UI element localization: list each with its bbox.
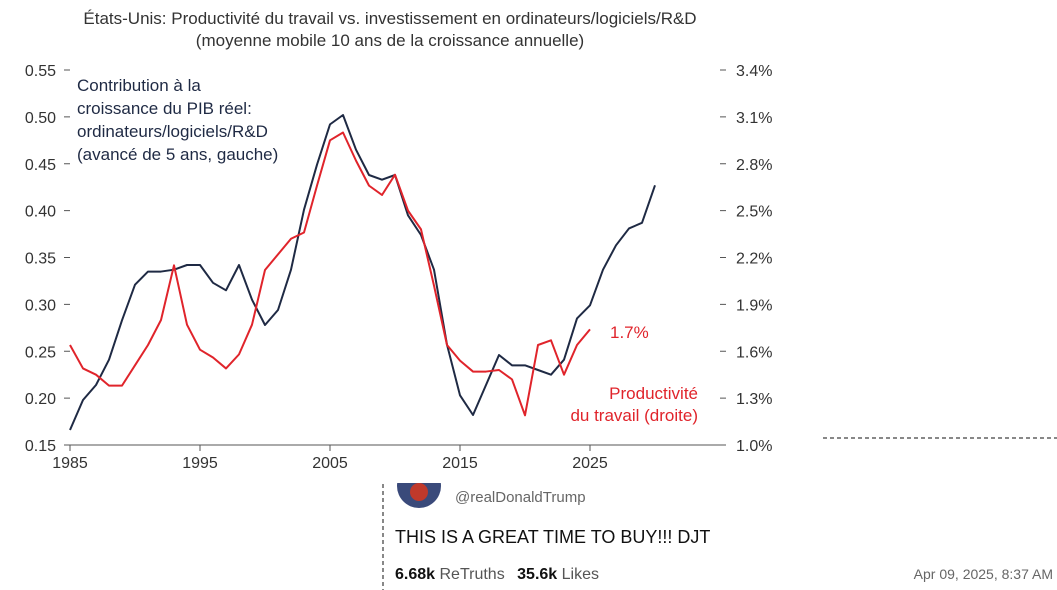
y-tick-label: 0.35 bbox=[25, 251, 56, 268]
y2-tick-label: 1.9% bbox=[736, 297, 772, 314]
chart-subtitle: (moyenne mobile 10 ans de la croissance … bbox=[196, 31, 584, 50]
chart-title: États-Unis: Productivité du travail vs. … bbox=[83, 9, 696, 28]
series-label: ordinateurs/logiciels/R&D bbox=[77, 122, 268, 141]
y-tick-label: 0.50 bbox=[25, 110, 56, 127]
series-line bbox=[69, 114, 656, 431]
post-text: THIS IS A GREAT TIME TO BUY!!! DJT bbox=[395, 527, 710, 547]
series-line bbox=[69, 131, 591, 417]
y-tick-label: 0.25 bbox=[25, 344, 56, 361]
y-tick-label: 0.55 bbox=[25, 63, 56, 80]
retruths-count: 6.68k bbox=[395, 566, 435, 583]
y-tick-label: 0.45 bbox=[25, 157, 56, 174]
y2-tick-label: 1.3% bbox=[736, 391, 772, 408]
y-tick-label: 0.15 bbox=[25, 438, 56, 455]
y2-tick-label: 1.6% bbox=[736, 344, 772, 361]
series-label: Contribution à la bbox=[77, 76, 201, 95]
series-label: croissance du PIB réel: bbox=[77, 99, 252, 118]
post-handle: @realDonaldTrump bbox=[455, 489, 586, 506]
y2-tick-label: 1.0% bbox=[736, 438, 772, 455]
x-tick-label: 2025 bbox=[572, 455, 608, 472]
y2-tick-label: 2.2% bbox=[736, 251, 772, 268]
y-tick-label: 0.40 bbox=[25, 204, 56, 221]
avatar bbox=[397, 483, 441, 508]
series-label: Productivité bbox=[609, 384, 698, 403]
x-tick-label: 2015 bbox=[442, 455, 478, 472]
retruths-label: ReTruths bbox=[440, 566, 505, 583]
y2-tick-label: 3.4% bbox=[736, 63, 772, 80]
x-tick-label: 2005 bbox=[312, 455, 348, 472]
y-tick-label: 0.20 bbox=[25, 391, 56, 408]
y2-tick-label: 3.1% bbox=[736, 110, 772, 127]
x-tick-label: 1995 bbox=[182, 455, 218, 472]
x-tick-label: 1985 bbox=[52, 455, 88, 472]
series-label: du travail (droite) bbox=[570, 406, 698, 425]
end-value-annotation: 1.7% bbox=[610, 323, 649, 342]
y2-tick-label: 2.8% bbox=[736, 157, 772, 174]
likes-label: Likes bbox=[562, 566, 599, 583]
post-stats: 6.68k ReTruths 35.6k Likes bbox=[395, 566, 599, 583]
post-date: Apr 09, 2025, 8:37 AM bbox=[914, 566, 1053, 582]
y2-tick-label: 2.5% bbox=[736, 204, 772, 221]
likes-count: 35.6k bbox=[517, 566, 557, 583]
y-tick-label: 0.30 bbox=[25, 297, 56, 314]
series-label: (avancé de 5 ans, gauche) bbox=[77, 145, 278, 164]
